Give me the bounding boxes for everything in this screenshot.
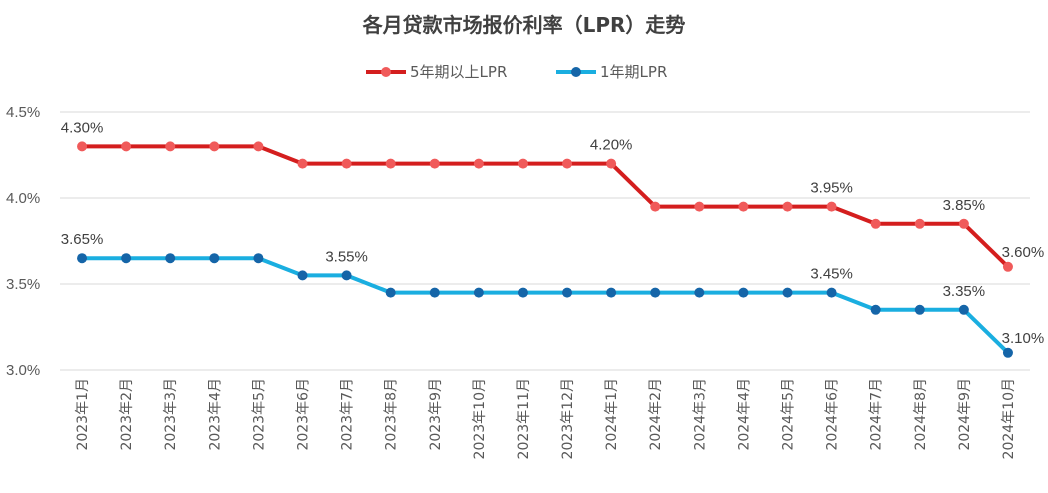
data-label: 3.65% bbox=[61, 231, 104, 248]
data-point bbox=[650, 287, 661, 298]
x-tick-label: 2024年3月 bbox=[692, 378, 708, 451]
x-tick-label: 2024年1月 bbox=[604, 378, 620, 451]
series-group bbox=[77, 141, 1013, 358]
chart-title: 各月贷款市场报价利率（LPR）走势 bbox=[362, 13, 686, 37]
x-tick-label: 2024年5月 bbox=[781, 378, 797, 451]
data-point bbox=[1002, 347, 1013, 358]
data-point bbox=[517, 158, 528, 169]
data-label: 3.95% bbox=[810, 180, 853, 197]
data-label: 3.35% bbox=[943, 283, 986, 300]
y-tick-label: 3.0% bbox=[6, 362, 40, 379]
data-point bbox=[782, 287, 793, 298]
x-tick-label: 2024年7月 bbox=[869, 378, 885, 451]
x-tick-label: 2024年10月 bbox=[1001, 378, 1017, 459]
x-tick-label: 2023年10月 bbox=[472, 378, 488, 459]
legend-marker-1 bbox=[571, 67, 581, 77]
legend-marker-0 bbox=[381, 67, 391, 77]
y-tick-label: 3.5% bbox=[6, 276, 40, 293]
data-point bbox=[253, 141, 264, 152]
data-label: 3.60% bbox=[1002, 244, 1045, 261]
y-axis: 4.5% 4.0% 3.5% 3.0% bbox=[6, 104, 40, 379]
x-tick-label: 2024年8月 bbox=[913, 378, 929, 451]
data-point bbox=[606, 158, 617, 169]
data-point bbox=[958, 304, 969, 315]
x-tick-label: 2023年4月 bbox=[207, 378, 223, 451]
data-point bbox=[341, 270, 352, 281]
data-point bbox=[209, 253, 220, 264]
data-labels: 4.30% 4.20% 3.95% 3.85% 3.60% 3.65% 3.55% 3.45%… bbox=[61, 119, 1044, 346]
y-tick-label: 4.0% bbox=[6, 190, 40, 207]
data-point bbox=[694, 287, 705, 298]
gridlines bbox=[60, 111, 1030, 371]
x-tick-label: 2023年11月 bbox=[516, 378, 532, 459]
data-point bbox=[870, 304, 881, 315]
data-point bbox=[165, 253, 176, 264]
data-point bbox=[782, 201, 793, 212]
data-point bbox=[297, 270, 308, 281]
series-line-0 bbox=[82, 144, 1010, 269]
x-tick-label: 2023年3月 bbox=[163, 378, 179, 451]
data-point bbox=[121, 253, 132, 264]
data-point bbox=[694, 201, 705, 212]
x-tick-label: 2023年2月 bbox=[119, 378, 135, 451]
data-point bbox=[914, 304, 925, 315]
data-point bbox=[77, 141, 88, 152]
data-point bbox=[914, 218, 925, 229]
x-tick-label: 2023年9月 bbox=[428, 378, 444, 451]
data-point bbox=[209, 141, 220, 152]
data-point bbox=[473, 158, 484, 169]
legend: 5年期以上LPR 1年期LPR bbox=[366, 63, 667, 81]
data-point bbox=[738, 287, 749, 298]
data-point bbox=[341, 158, 352, 169]
legend-label-1: 1年期LPR bbox=[600, 63, 667, 81]
data-point bbox=[385, 287, 396, 298]
data-point bbox=[473, 287, 484, 298]
data-point bbox=[517, 287, 528, 298]
data-point bbox=[297, 158, 308, 169]
x-tick-label: 2023年12月 bbox=[560, 378, 576, 459]
data-point bbox=[606, 287, 617, 298]
x-tick-label: 2023年1月 bbox=[75, 378, 91, 451]
data-label: 4.30% bbox=[61, 119, 104, 136]
x-tick-label: 2024年4月 bbox=[736, 378, 752, 451]
data-point bbox=[1002, 261, 1013, 272]
data-label: 4.20% bbox=[590, 137, 633, 154]
x-axis: 2023年1月 2023年2月 2023年3月 2023年4月 2023年5月 2023年… bbox=[75, 378, 1017, 459]
data-point bbox=[562, 158, 573, 169]
data-label: 3.45% bbox=[810, 266, 853, 283]
data-point bbox=[165, 141, 176, 152]
x-tick-label: 2023年7月 bbox=[340, 378, 356, 451]
y-tick-label: 4.5% bbox=[6, 104, 40, 121]
data-point bbox=[958, 218, 969, 229]
data-label: 3.55% bbox=[325, 248, 368, 265]
data-point bbox=[77, 253, 88, 264]
x-tick-label: 2024年9月 bbox=[957, 378, 973, 451]
data-point bbox=[826, 287, 837, 298]
x-tick-label: 2024年2月 bbox=[648, 378, 664, 451]
data-point bbox=[121, 141, 132, 152]
data-label: 3.10% bbox=[1002, 330, 1045, 347]
x-tick-label: 2023年5月 bbox=[251, 378, 267, 451]
data-point bbox=[650, 201, 661, 212]
data-point bbox=[826, 201, 837, 212]
data-point bbox=[429, 287, 440, 298]
legend-label-0: 5年期以上LPR bbox=[410, 63, 507, 81]
data-point bbox=[253, 253, 264, 264]
x-tick-label: 2023年8月 bbox=[384, 378, 400, 451]
data-point bbox=[562, 287, 573, 298]
data-point bbox=[385, 158, 396, 169]
data-point bbox=[738, 201, 749, 212]
x-tick-label: 2023年6月 bbox=[296, 378, 312, 451]
series-line-1 bbox=[82, 256, 1010, 355]
data-point bbox=[429, 158, 440, 169]
x-tick-label: 2024年6月 bbox=[825, 378, 841, 451]
data-label: 3.85% bbox=[943, 197, 986, 214]
data-point bbox=[870, 218, 881, 229]
